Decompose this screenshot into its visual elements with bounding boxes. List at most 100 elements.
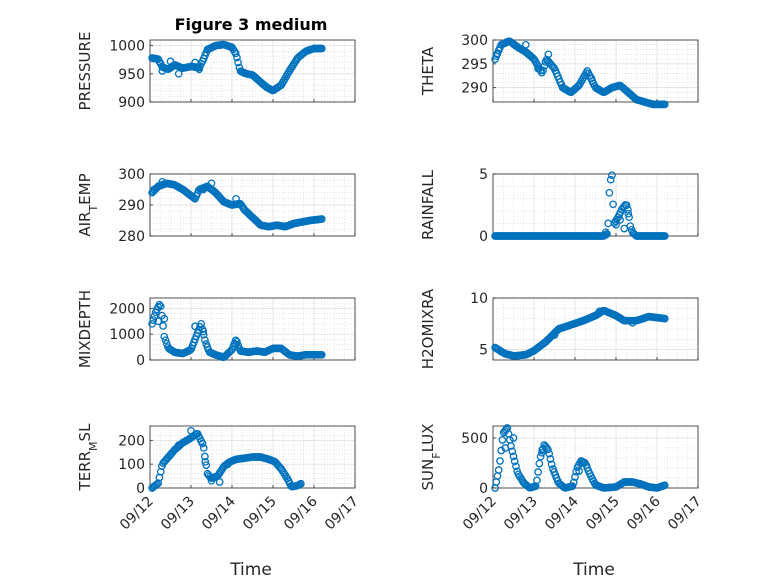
data-point [199,444,208,452]
data-point [510,457,519,466]
y-axis-label-air_temp: AIRTEMP [76,173,100,236]
data-point [207,476,216,485]
y-tick-label: 290 [118,198,145,214]
data-point [297,479,305,488]
data-point [624,205,632,214]
data-point [160,314,169,323]
data-point [660,232,669,240]
data-point [150,312,159,320]
data-point [550,331,559,340]
data-point [535,459,544,468]
x-axis-label-left: Time [229,560,272,580]
data-point [317,215,326,223]
y-tick-label: 0 [479,229,488,245]
y-axis-label-terr_msl: TERRMSL [76,423,100,492]
y-tick-label: 950 [118,67,145,83]
subplot-rainfall: 0 5 RAINFALL [419,167,699,245]
data-point [533,476,541,485]
y-tick-label: 500 [461,431,488,447]
subplot-air_temp: 280 290 300 AIRTEMP [76,167,356,245]
data-point [620,224,629,233]
y-tick-label: 0 [479,481,488,497]
data-point [317,44,326,53]
y-tick-label: 290 [461,81,488,97]
y-tick-label: 10 [470,291,488,307]
data-point [539,66,547,75]
axes-box-terr_msl [149,425,356,489]
data-point [547,460,556,469]
data-point [534,64,542,73]
y-axis-label-rainfall: RAINFALL [419,169,437,240]
data-point [235,63,244,72]
data-point [660,314,669,323]
data-point [201,457,210,466]
data-point [521,40,530,49]
axes-box-h2omixra [492,297,699,361]
data-point [549,62,557,71]
data-point [571,473,579,481]
y-axis-label-mixdepth: MIXDEPTH [76,290,94,368]
subplot-pressure: 900 950 1000 PRESSURE [76,32,356,111]
y-tick-label: 1000 [109,327,145,343]
subplot-h2omixra: 5 10 H2OMIXRA [419,288,699,369]
data-point [207,179,216,188]
figure-title: Figure 3 medium [175,15,328,34]
data-point [201,452,209,461]
data-point [226,346,235,355]
data-point [195,65,204,74]
data-point [199,330,208,339]
data-point [575,467,583,475]
data-point [572,467,581,476]
data-point [628,318,637,327]
data-point [605,188,614,197]
data-point [660,481,669,490]
data-point [601,228,610,237]
data-point [622,201,631,210]
data-point [234,58,242,67]
data-point [199,327,208,336]
data-point [624,209,633,218]
data-point [496,457,504,465]
data-point [660,100,669,109]
data-point [574,81,583,90]
data-point [233,53,241,62]
y-tick-label: 0 [136,353,145,369]
data-point [537,448,546,457]
data-point [546,455,555,463]
data-point [174,69,183,78]
data-point [493,50,501,59]
data-point [154,317,163,326]
data-point [606,175,615,184]
y-tick-label: 295 [461,57,488,73]
data-point [501,444,510,452]
data-point [224,460,232,469]
subplot-mixdepth: 0 1000 2000 MIXDEPTH [76,290,356,369]
data-point [174,441,183,449]
data-point [156,302,165,311]
subplot-theta: 290 295 300 THETA [419,33,699,109]
data-point [497,347,506,356]
data-point [231,49,240,58]
data-point [603,230,611,238]
data-point [569,478,578,487]
axes-box-theta [492,39,699,103]
data-point [494,466,503,474]
data-point [232,340,240,349]
data-point [538,446,547,454]
data-point [191,322,199,331]
data-point [183,436,191,445]
data-point [160,332,169,341]
data-point [198,439,207,448]
data-point [159,322,167,330]
data-point [217,467,225,475]
data-point [161,336,170,345]
data-point [158,67,167,75]
data-point [509,434,518,442]
data-point [612,220,620,229]
data-point [317,350,326,359]
y-tick-label: 900 [118,95,145,111]
y-tick-label: 300 [118,167,145,183]
y-tick-label: 0 [136,481,145,497]
